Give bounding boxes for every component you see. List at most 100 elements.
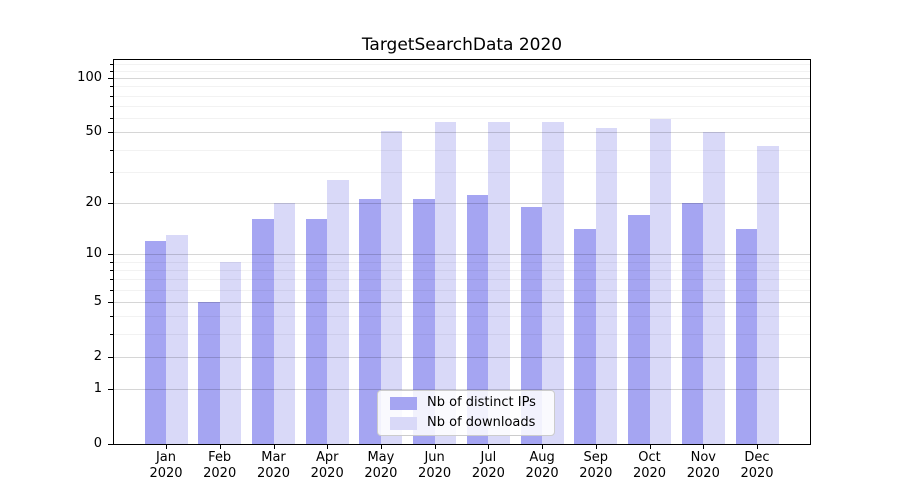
x-label-month: Aug xyxy=(529,450,555,465)
y-tick-mark-minor xyxy=(110,269,114,271)
spine-right xyxy=(810,59,811,445)
bar-nb-of-distinct-ips-may xyxy=(359,199,381,444)
y-tick-label: 0 xyxy=(93,436,102,451)
bar-nb-of-distinct-ips-jun xyxy=(413,199,435,444)
y-tick-mark-minor xyxy=(110,279,114,281)
x-tick-mark xyxy=(649,445,651,449)
x-tick-label: Jan 2020 xyxy=(134,450,198,482)
bar-nb-of-downloads-jan xyxy=(166,234,188,444)
x-label-month: Apr xyxy=(315,450,339,465)
y-tick-mark-minor xyxy=(110,86,114,88)
x-label-year: 2020 xyxy=(256,466,291,481)
x-tick-mark xyxy=(380,445,382,449)
bar-nb-of-distinct-ips-feb xyxy=(198,302,220,444)
x-tick-mark xyxy=(434,445,436,449)
x-tick-label: Sep 2020 xyxy=(564,450,628,482)
x-label-year: 2020 xyxy=(418,466,452,481)
bar-nb-of-distinct-ips-nov xyxy=(681,202,704,444)
x-label-year: 2020 xyxy=(686,466,720,481)
bar-nb-of-downloads-dec xyxy=(757,145,779,444)
bar-nb-of-distinct-ips-jan xyxy=(144,240,166,444)
x-tick-mark xyxy=(327,445,329,449)
bar-nb-of-distinct-ips-dec xyxy=(735,229,757,444)
x-label-month: Dec xyxy=(744,450,770,465)
x-label-month: Sep xyxy=(583,450,609,465)
spine-bottom xyxy=(113,444,811,445)
y-tick-mark xyxy=(108,132,114,134)
plot-area xyxy=(114,60,810,444)
bar-nb-of-downloads-jun xyxy=(434,122,457,444)
legend-swatch-downloads xyxy=(390,416,417,430)
x-tick-mark xyxy=(273,445,275,449)
legend-item-distinct-ips: Nb of distinct IPs xyxy=(386,395,546,411)
x-tick-label: Dec 2020 xyxy=(725,450,789,482)
x-label-month: May xyxy=(367,450,395,465)
bar-nb-of-distinct-ips-mar xyxy=(252,219,274,444)
bar-nb-of-distinct-ips-apr xyxy=(305,219,328,444)
bar-nb-of-distinct-ips-sep xyxy=(574,229,596,444)
x-label-month: Feb xyxy=(208,450,232,465)
y-tick-mark-minor xyxy=(110,171,114,173)
chart-title: TargetSearchData 2020 xyxy=(361,35,563,55)
x-label-month: Nov xyxy=(690,450,716,465)
y-tick-mark-minor xyxy=(110,261,114,263)
bar-nb-of-distinct-ips-oct xyxy=(628,214,650,444)
y-tick-label: 50 xyxy=(85,124,102,140)
y-tick-label: 2 xyxy=(93,348,102,364)
x-tick-label: Jul 2020 xyxy=(456,450,520,482)
x-label-year: 2020 xyxy=(525,466,559,481)
y-tick-mark-minor xyxy=(110,289,114,291)
x-tick-mark xyxy=(542,445,544,449)
legend-label-downloads: Nb of downloads xyxy=(427,415,536,430)
legend: Nb of distinct IPs Nb of downloads xyxy=(377,390,555,436)
bar-nb-of-downloads-may xyxy=(380,130,403,444)
y-tick-mark-minor xyxy=(110,316,114,318)
x-tick-mark xyxy=(757,445,758,449)
x-tick-label: Oct 2020 xyxy=(618,450,682,482)
y-tick-label: 20 xyxy=(85,194,102,210)
x-label-month: Jul xyxy=(480,450,497,465)
x-label-year: 2020 xyxy=(203,466,237,481)
x-tick-label: Jun 2020 xyxy=(403,450,467,482)
x-tick-mark xyxy=(219,445,221,449)
x-tick-label: Feb 2020 xyxy=(188,450,252,482)
bar-nb-of-distinct-ips-jul xyxy=(466,195,489,444)
y-tick-mark xyxy=(108,302,114,303)
x-label-year: 2020 xyxy=(632,466,667,481)
y-tick-mark-minor xyxy=(110,106,114,108)
y-tick-label: 10 xyxy=(85,245,102,261)
x-label-month: Jan xyxy=(155,450,177,465)
bar-nb-of-distinct-ips-aug xyxy=(520,206,543,444)
x-tick-label: Mar 2020 xyxy=(242,450,306,482)
legend-label-distinct-ips: Nb of distinct IPs xyxy=(427,395,536,410)
x-label-year: 2020 xyxy=(740,466,774,481)
x-tick-mark xyxy=(595,445,597,449)
bar-nb-of-downloads-sep xyxy=(595,127,618,444)
y-tick-mark-minor xyxy=(110,70,114,72)
legend-swatch-distinct-ips xyxy=(390,396,417,410)
y-tick-label: 100 xyxy=(77,70,102,86)
x-tick-mark xyxy=(166,445,167,449)
x-tick-label: Aug 2020 xyxy=(510,450,574,482)
y-tick-mark xyxy=(108,444,114,445)
y-tick-mark-minor xyxy=(110,149,114,151)
bars-layer xyxy=(114,60,810,444)
y-tick-label: 1 xyxy=(93,381,102,397)
spine-left xyxy=(113,59,114,445)
bar-nb-of-downloads-jul xyxy=(488,122,510,444)
y-tick-mark xyxy=(108,78,114,80)
y-tick-mark xyxy=(108,253,114,255)
y-tick-mark-minor xyxy=(110,95,114,97)
bar-nb-of-downloads-aug xyxy=(542,122,564,444)
x-label-year: 2020 xyxy=(364,466,398,481)
y-tick-mark-minor xyxy=(110,63,114,65)
bar-nb-of-downloads-feb xyxy=(219,261,242,444)
x-label-year: 2020 xyxy=(310,466,344,481)
x-label-month: Jun xyxy=(424,450,445,465)
bar-nb-of-downloads-nov xyxy=(703,132,725,444)
x-tick-mark xyxy=(488,445,490,449)
x-tick-label: May 2020 xyxy=(349,450,413,482)
y-tick-mark-minor xyxy=(110,334,114,336)
legend-item-downloads: Nb of downloads xyxy=(386,415,546,431)
